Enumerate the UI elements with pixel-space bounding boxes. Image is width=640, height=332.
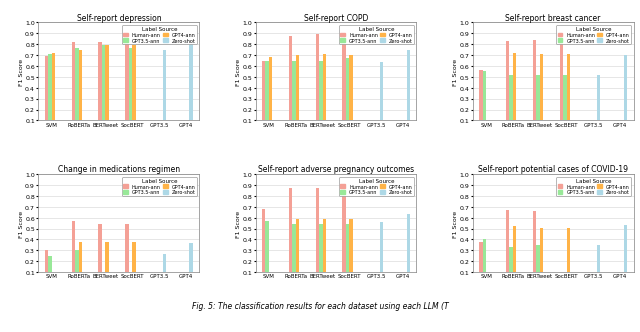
Y-axis label: F1 Score: F1 Score <box>453 58 458 86</box>
Bar <box>289 189 292 283</box>
Bar <box>49 55 52 132</box>
Bar <box>342 42 346 132</box>
Bar <box>559 40 563 132</box>
Title: Change in medications regimen: Change in medications regimen <box>58 165 180 174</box>
Legend: Human-ann, GPT3.5-ann, GPT4-ann, Zero-shot: Human-ann, GPT3.5-ann, GPT4-ann, Zero-sh… <box>339 26 414 45</box>
Bar <box>292 61 296 132</box>
Bar <box>72 221 75 283</box>
Bar <box>346 59 349 132</box>
Y-axis label: F1 Score: F1 Score <box>19 210 24 237</box>
Bar <box>99 43 102 132</box>
Legend: Human-ann, GPT3.5-ann, GPT4-ann, Zero-shot: Human-ann, GPT3.5-ann, GPT4-ann, Zero-sh… <box>339 177 414 196</box>
Bar <box>536 245 540 283</box>
Bar <box>597 75 600 132</box>
Y-axis label: F1 Score: F1 Score <box>453 210 458 237</box>
Bar <box>296 56 300 132</box>
Bar <box>125 44 129 132</box>
Y-axis label: F1 Score: F1 Score <box>236 210 241 237</box>
Bar <box>269 58 273 132</box>
Bar <box>163 50 166 132</box>
Bar <box>323 219 326 283</box>
Legend: Human-ann, GPT3.5-ann, GPT4-ann, Zero-shot: Human-ann, GPT3.5-ann, GPT4-ann, Zero-sh… <box>122 26 197 45</box>
Bar <box>483 72 486 132</box>
Bar <box>79 50 82 132</box>
Bar <box>319 61 323 132</box>
Bar <box>532 41 536 132</box>
Bar <box>624 225 627 283</box>
Bar <box>102 46 106 132</box>
Bar <box>406 50 410 132</box>
Bar <box>319 224 323 283</box>
Bar <box>597 245 600 283</box>
Bar <box>380 222 383 283</box>
Title: Self-report breast cancer: Self-report breast cancer <box>506 14 601 23</box>
Bar <box>566 228 570 283</box>
Bar <box>483 240 486 283</box>
Bar <box>316 189 319 283</box>
Bar <box>266 221 269 283</box>
Y-axis label: F1 Score: F1 Score <box>19 58 24 86</box>
Bar <box>189 243 193 283</box>
Bar <box>509 247 513 283</box>
Bar <box>132 242 136 283</box>
Bar <box>262 209 266 283</box>
Bar <box>292 224 296 283</box>
Title: Self-report adverse pregnancy outcomes: Self-report adverse pregnancy outcomes <box>258 165 414 174</box>
Bar <box>349 56 353 132</box>
Bar <box>624 56 627 132</box>
Bar <box>72 43 75 132</box>
Bar <box>540 55 543 132</box>
Bar <box>99 224 102 283</box>
Bar <box>380 62 383 132</box>
Bar <box>349 219 353 283</box>
Bar <box>106 46 109 132</box>
Legend: Human-ann, GPT3.5-ann, GPT4-ann, Zero-shot: Human-ann, GPT3.5-ann, GPT4-ann, Zero-sh… <box>122 177 197 196</box>
Bar <box>125 224 129 283</box>
Legend: Human-ann, GPT3.5-ann, GPT4-ann, Zero-shot: Human-ann, GPT3.5-ann, GPT4-ann, Zero-sh… <box>556 26 631 45</box>
Bar <box>75 48 79 132</box>
Bar <box>45 251 49 283</box>
Bar <box>506 210 509 283</box>
Bar <box>346 224 349 283</box>
Bar <box>262 61 266 132</box>
Bar <box>79 242 82 283</box>
Bar <box>513 54 516 132</box>
Title: Self-report COPD: Self-report COPD <box>304 14 368 23</box>
Bar <box>296 219 300 283</box>
Bar <box>289 36 292 132</box>
Bar <box>536 75 540 132</box>
Bar <box>342 189 346 283</box>
Bar <box>189 44 193 132</box>
Bar <box>106 242 109 283</box>
Bar <box>52 54 55 132</box>
Bar <box>316 35 319 132</box>
Bar <box>49 256 52 283</box>
Bar <box>479 71 483 132</box>
Bar <box>479 242 483 283</box>
Bar <box>540 228 543 283</box>
Bar <box>563 75 566 132</box>
Bar <box>513 227 516 283</box>
Bar <box>566 55 570 132</box>
Bar <box>129 48 132 132</box>
Bar <box>323 55 326 132</box>
Bar <box>132 46 136 132</box>
Legend: Human-ann, GPT3.5-ann, GPT4-ann, Zero-shot: Human-ann, GPT3.5-ann, GPT4-ann, Zero-sh… <box>556 177 631 196</box>
Bar <box>266 61 269 132</box>
Bar <box>532 211 536 283</box>
Bar <box>406 215 410 283</box>
Title: Self-report potential cases of COVID-19: Self-report potential cases of COVID-19 <box>478 165 628 174</box>
Bar <box>509 75 513 132</box>
Bar <box>45 57 49 132</box>
Text: Fig. 5: The classification results for each dataset using each LLM (T: Fig. 5: The classification results for e… <box>192 301 448 310</box>
Bar <box>506 42 509 132</box>
Bar <box>75 251 79 283</box>
Title: Self-report depression: Self-report depression <box>77 14 161 23</box>
Bar <box>163 254 166 283</box>
Y-axis label: F1 Score: F1 Score <box>236 58 241 86</box>
